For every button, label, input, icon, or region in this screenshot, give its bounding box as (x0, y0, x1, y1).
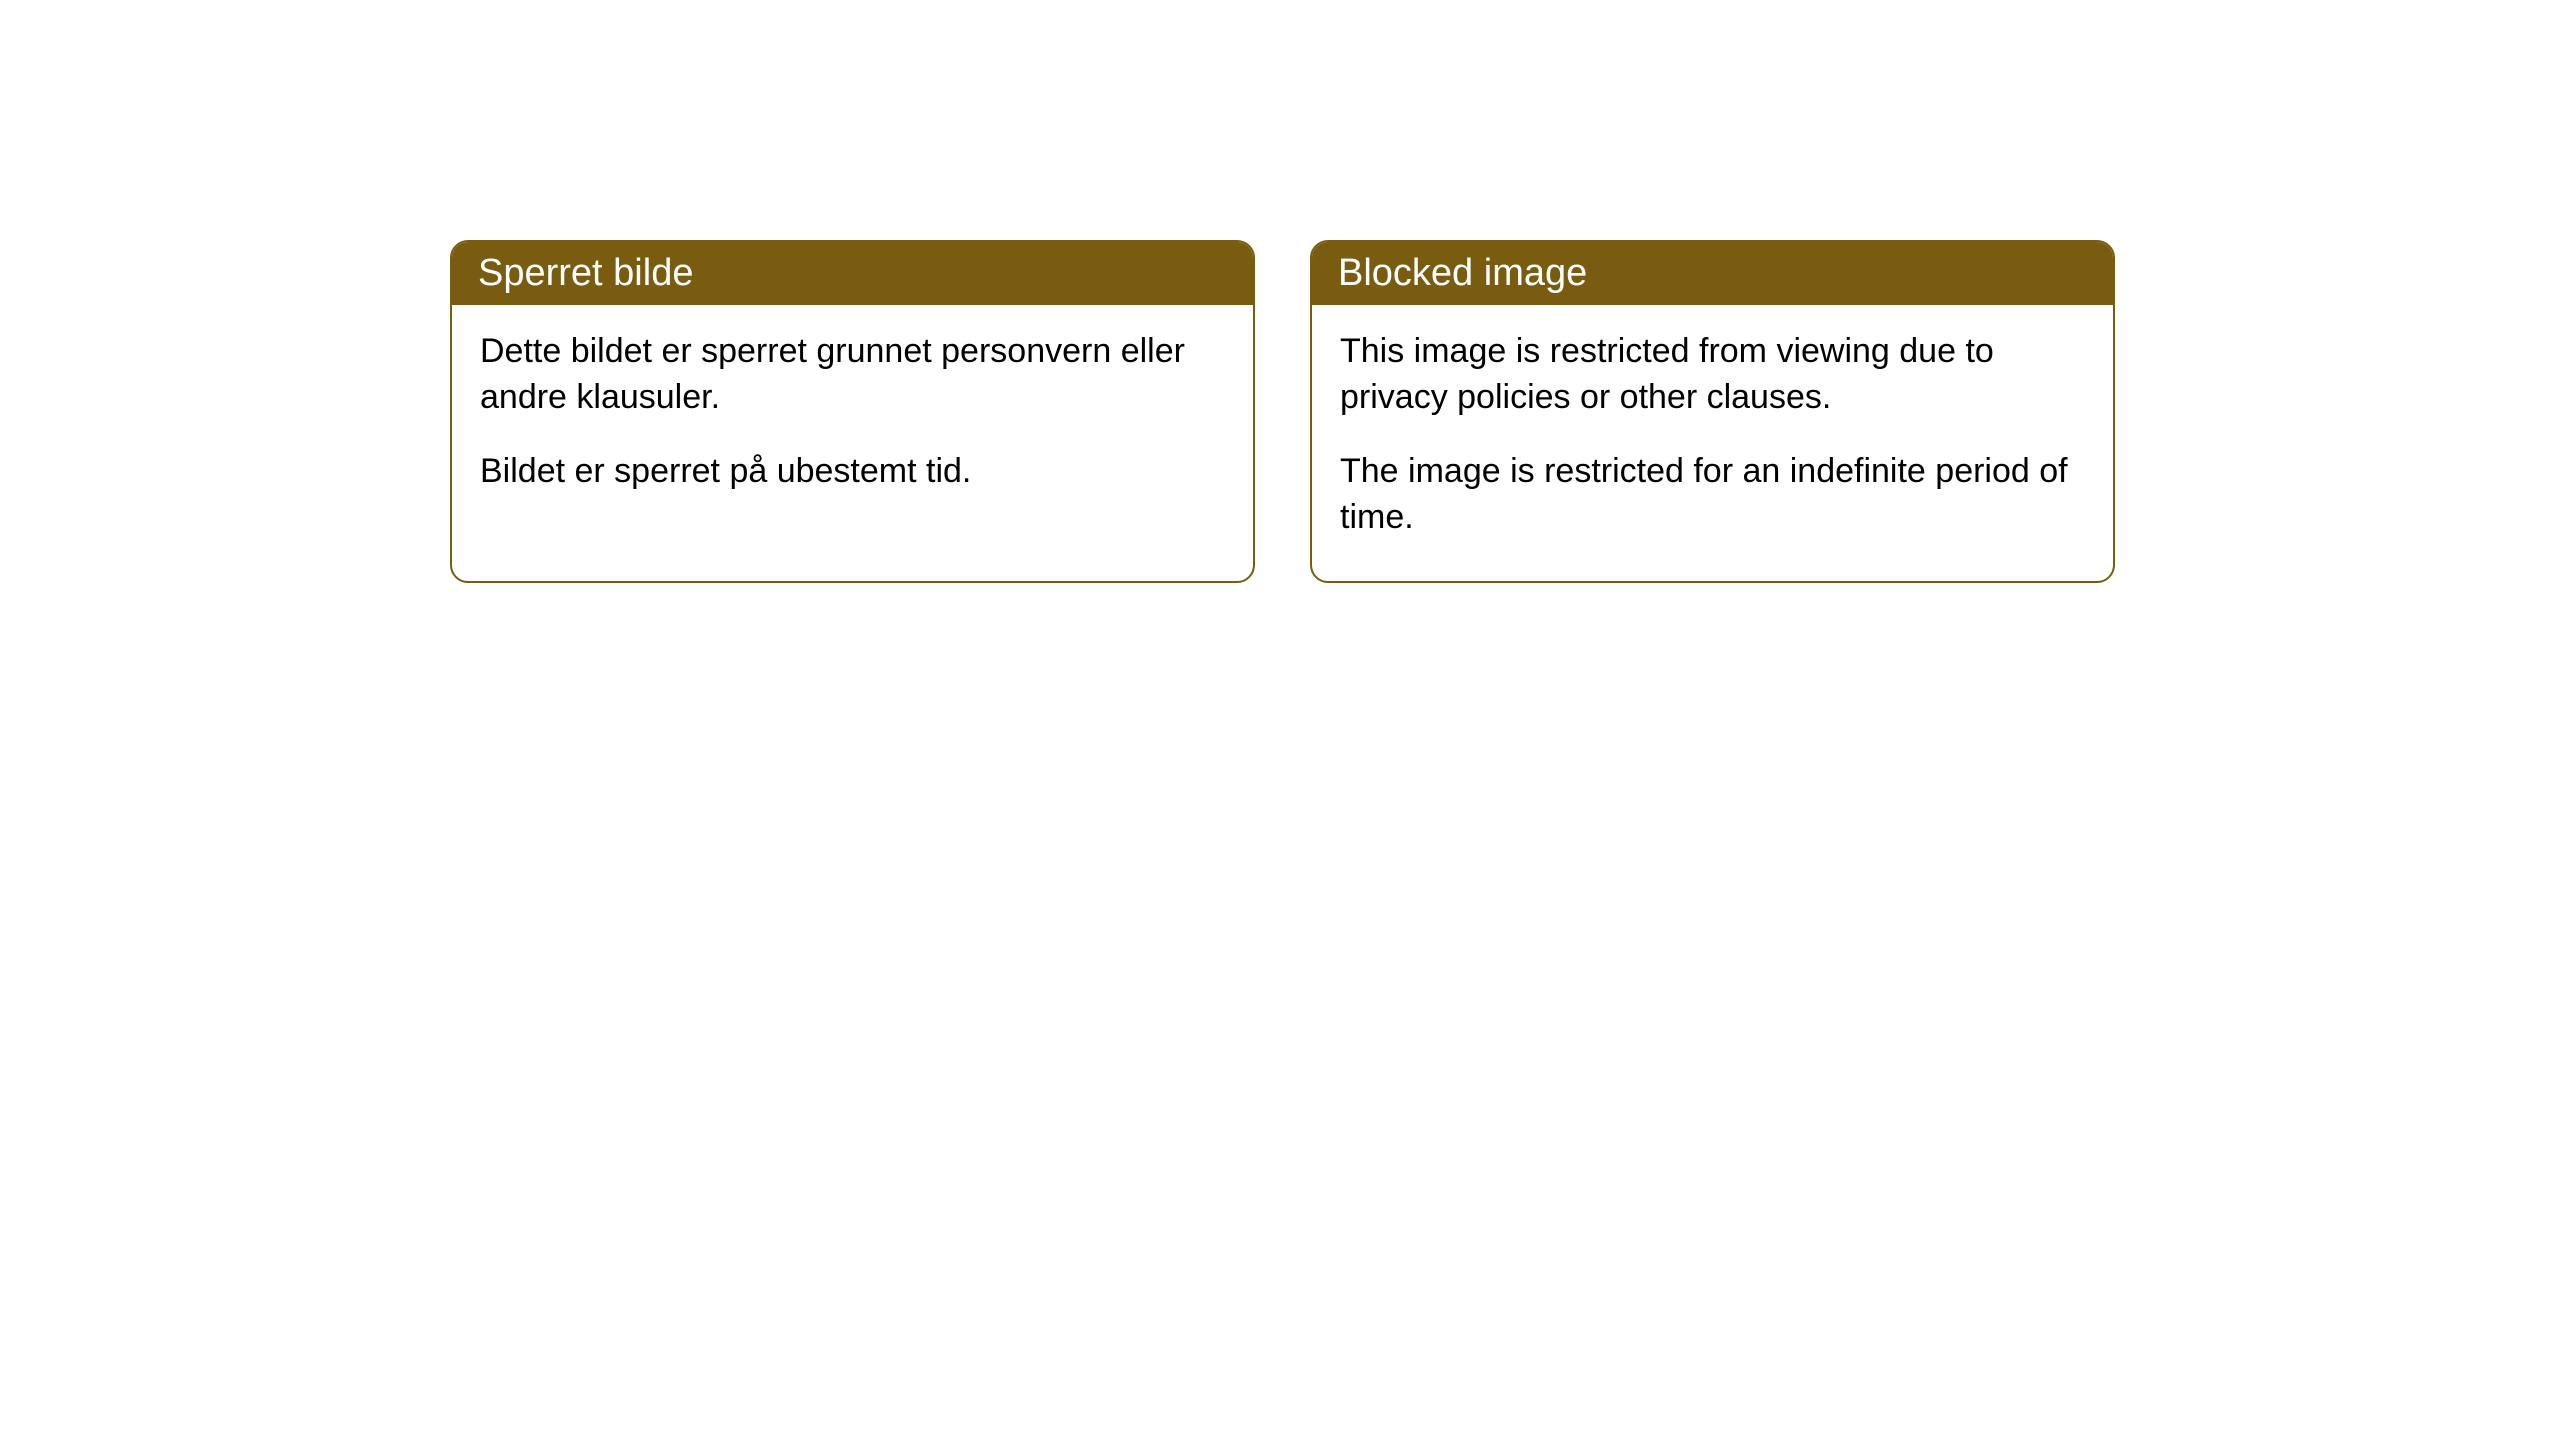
card-text-paragraph: The image is restricted for an indefinit… (1340, 449, 2085, 541)
card-text-paragraph: Dette bildet er sperret grunnet personve… (480, 329, 1225, 421)
card-norwegian: Sperret bilde Dette bildet er sperret gr… (450, 240, 1255, 583)
card-text-paragraph: Bildet er sperret på ubestemt tid. (480, 449, 1225, 495)
card-header-norwegian: Sperret bilde (452, 242, 1253, 305)
card-body-norwegian: Dette bildet er sperret grunnet personve… (452, 305, 1253, 535)
cards-container: Sperret bilde Dette bildet er sperret gr… (450, 240, 2115, 583)
card-english: Blocked image This image is restricted f… (1310, 240, 2115, 583)
card-body-english: This image is restricted from viewing du… (1312, 305, 2113, 581)
card-text-paragraph: This image is restricted from viewing du… (1340, 329, 2085, 421)
card-header-english: Blocked image (1312, 242, 2113, 305)
